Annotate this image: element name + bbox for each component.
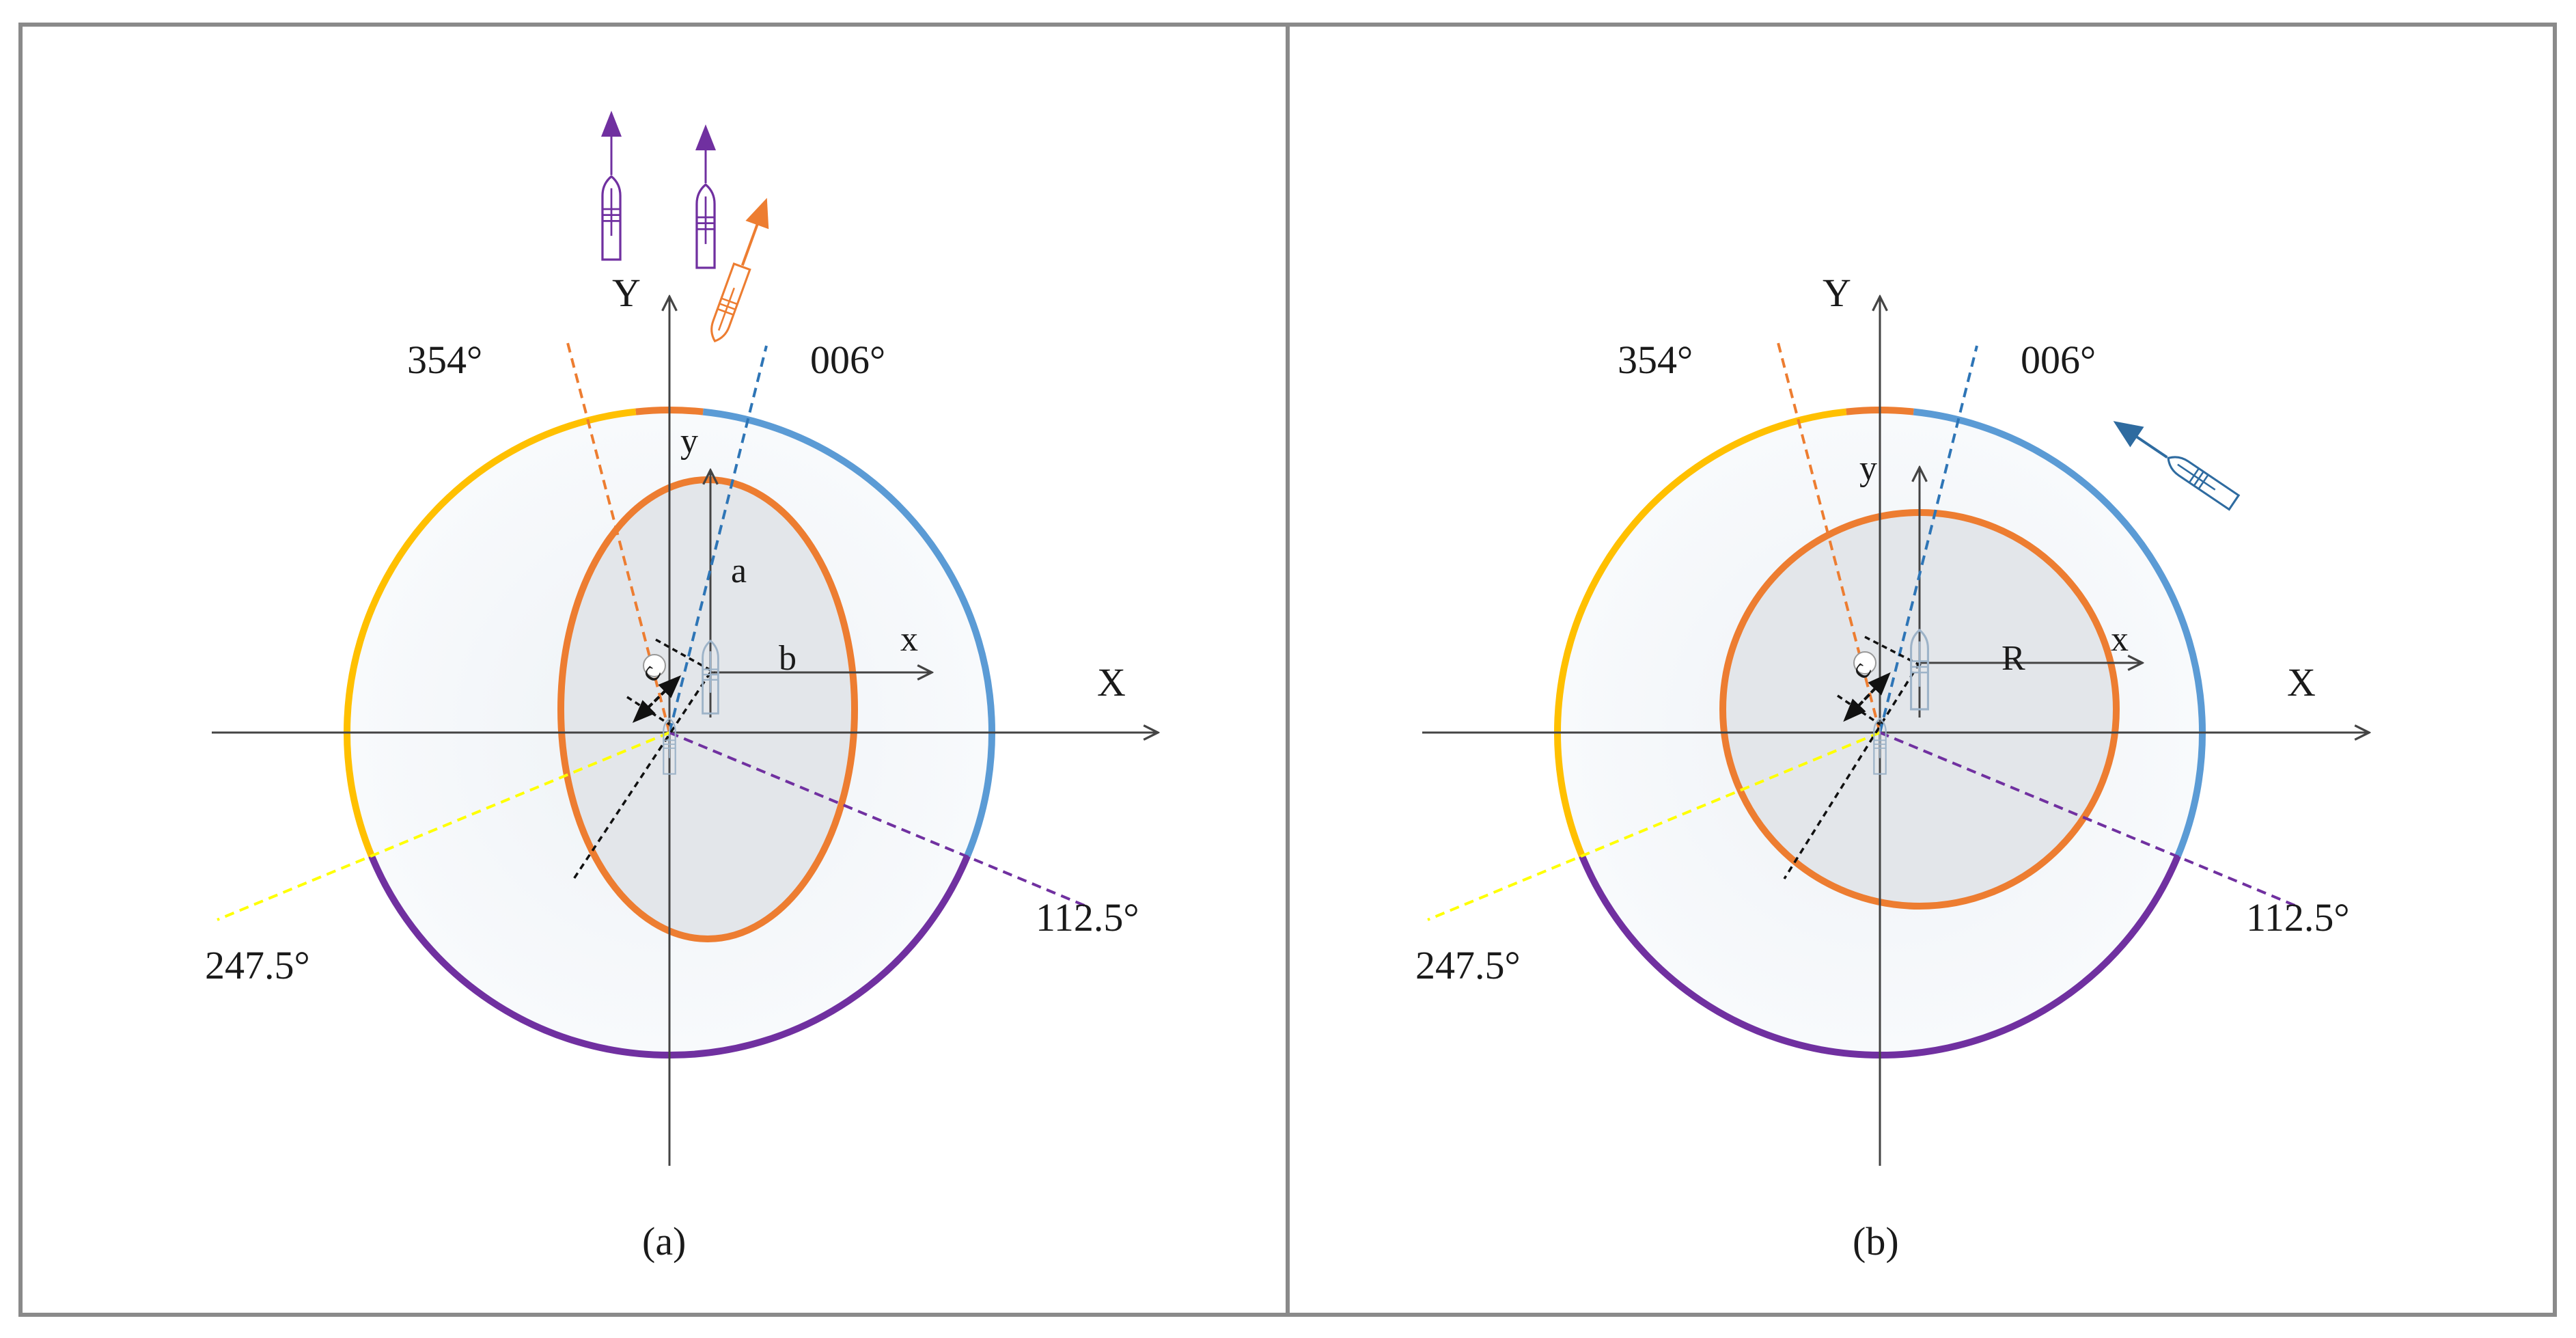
diagonal-offset-line: [1783, 662, 1921, 879]
local-axis-label-y: y: [680, 422, 698, 461]
offset-c-tick-a: [655, 638, 715, 674]
target-ship-icon: [601, 175, 622, 261]
sector-label-247-5: 247.5°: [205, 943, 310, 987]
local-axis-label-y: y: [1859, 449, 1877, 488]
semi-axis-label-b: b: [779, 639, 797, 678]
offset-c-knob: [643, 654, 666, 677]
port-sector-arc: [344, 408, 637, 858]
sector-label-354: 354°: [1618, 338, 1693, 382]
sector-label-112-5: 112.5°: [2246, 895, 2350, 940]
panel-a: Y X y x a b c 354° 006° 112.5° 247.5° (a…: [205, 111, 1158, 1264]
starboard-sector-arc: [702, 408, 995, 858]
diagonal-offset-line: [572, 672, 712, 879]
bearing-line-247-5: [1427, 731, 1881, 921]
offset-c-tick-a: [1864, 636, 1924, 668]
panel-a-caption: (a): [642, 1219, 686, 1264]
panel-b: Y X y x R c 354° 006° 112.5° 247.5° (b): [1415, 271, 2369, 1264]
bearing-line-112-5: [669, 731, 1087, 907]
bearing-line-112-5: [1879, 731, 2297, 907]
target-ship-icon-2: [695, 183, 716, 269]
offset-c-tick-b: [1837, 694, 1881, 726]
panel-b-frame: [1286, 23, 2557, 1317]
axis-label-Y: Y: [612, 271, 641, 315]
sector-label-247-5: 247.5°: [1415, 943, 1521, 987]
ship-domain-ellipse: [557, 476, 858, 942]
panel-b-caption: (b): [1853, 1219, 1899, 1264]
target-ship-heading-arrow-2: [695, 124, 716, 150]
semi-axis-label-a: a: [731, 551, 747, 590]
axis-label-Y: Y: [1823, 271, 1851, 315]
bearing-line-247-5: [217, 731, 670, 921]
axis-label-X: X: [2287, 660, 2316, 705]
sector-label-112-5: 112.5°: [1036, 895, 1139, 940]
starboard-sector-arc: [1913, 408, 2206, 858]
target-ship-heading-arrow: [601, 111, 622, 137]
local-axis-label-x: x: [900, 620, 918, 659]
target-ship-orange: [705, 197, 769, 346]
sector-label-006: 006°: [810, 338, 885, 382]
axis-label-X: X: [1097, 660, 1126, 705]
offset-c-arrow-2: [632, 682, 674, 723]
sector-label-354: 354°: [407, 338, 482, 382]
port-sector-arc: [1554, 408, 1847, 858]
offset-c-tick-b: [626, 696, 670, 726]
bearing-line-006: [1879, 345, 1978, 733]
bearing-line-006: [668, 345, 768, 733]
local-axis-label-x: x: [2111, 620, 2129, 659]
offset-c-arrow-2: [1843, 679, 1884, 722]
offset-c-knob: [1853, 651, 1876, 674]
radius-label-R: R: [2002, 639, 2025, 678]
sector-label-006: 006°: [2021, 338, 2096, 382]
target-ship-blue: [2113, 421, 2240, 511]
